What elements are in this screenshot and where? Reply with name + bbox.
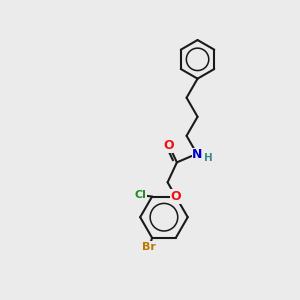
Text: O: O: [164, 139, 174, 152]
Text: H: H: [205, 153, 213, 164]
Text: Br: Br: [142, 242, 156, 252]
Text: O: O: [170, 190, 181, 203]
Text: N: N: [192, 148, 203, 161]
Text: Cl: Cl: [134, 190, 146, 200]
